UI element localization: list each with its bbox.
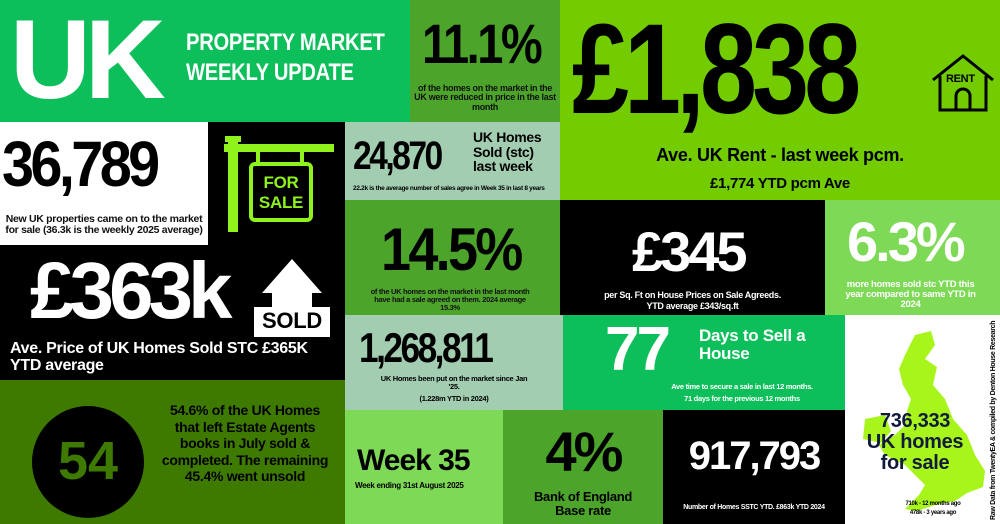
per-sqft-caption-1: per Sq. Ft on House Prices on Sale Agree…	[604, 290, 781, 300]
per-sqft-value: £345	[632, 220, 748, 283]
sold-house-icon	[254, 259, 330, 337]
listed-ytd-caption-2: (1.228m YTD in 2024)	[419, 394, 489, 403]
header-title-1: PROPERTY MARKET	[186, 29, 385, 56]
for-sale-panel: FOR SALE	[208, 122, 345, 245]
week-caption: Week ending 31st August 2025	[355, 481, 464, 490]
sold-stc-value: 24,870	[353, 134, 443, 178]
days-to-sell-caption-2: 71 days for the previous 12 months	[684, 394, 800, 403]
map-label-1: UK homes	[866, 431, 964, 453]
rent-house-icon: RENT	[930, 52, 996, 114]
rent-icon-label: RENT	[946, 73, 975, 85]
avg-price-value: £363k	[30, 246, 232, 335]
more-sold-caption: more homes sold stc YTD this year compar…	[845, 279, 976, 310]
sale-agreed-panel: 14.5% of the UK homes on the market in t…	[345, 200, 560, 315]
header-panel: UK PROPERTY MARKET WEEKLY UPDATE	[0, 0, 410, 122]
more-sold-value: 6.3%	[847, 210, 966, 273]
sold-stc-panel: 24,870 UK Homes Sold (stc) last week 22.…	[345, 122, 560, 200]
days-to-sell-value: 77	[605, 315, 671, 384]
new-listings-panel: 36,789 New UK properties came on to the …	[0, 122, 208, 245]
sale-agreed-value: 14.5%	[381, 216, 523, 283]
days-to-sell-panel: 77 Days to Sell a House Ave time to secu…	[563, 315, 845, 410]
rent-ytd: £1,774 YTD pcm Ave	[710, 175, 850, 192]
days-to-sell-label: Days to Sell a House	[699, 326, 806, 363]
map-label-2: for sale	[880, 452, 950, 474]
listed-ytd-caption-1: UK Homes been put on the market since Ja…	[380, 374, 528, 391]
week-value: Week 35	[357, 444, 471, 477]
sold-stc-caption: 22.2k is the average number of sales agr…	[353, 185, 545, 192]
rent-value: £1,838	[572, 0, 861, 141]
new-listings-value: 36,789	[2, 128, 160, 200]
reduced-value: 11.1%	[422, 12, 543, 75]
source-credit: Raw Data from TwentyEA & compiled by Den…	[990, 320, 997, 520]
listed-ytd-value: 1,268,811	[359, 324, 494, 371]
sstc-ytd-value: 917,793	[688, 434, 822, 478]
map-panel: 736,333 UK homes for sale 710k - 12 mont…	[845, 315, 1000, 524]
reduced-panel: 11.1% of the homes on the market in the …	[410, 0, 560, 122]
rent-panel: £1,838 RENT Ave. UK Rent - last week pcm…	[560, 0, 1000, 200]
sstc-ytd-caption: Number of Homes SSTC YTD. £863k YTD 2024	[683, 504, 825, 511]
rent-caption: Ave. UK Rent - last week pcm.	[656, 145, 904, 165]
days-to-sell-caption-1: Ave time to secure a sale in last 12 mon…	[671, 382, 813, 391]
map-value: 736,333	[879, 410, 951, 432]
base-rate-caption: Bank of England Base rate	[533, 489, 633, 518]
completed-circle-value: 54	[57, 431, 119, 491]
header-title-2: WEEKLY UPDATE	[186, 59, 354, 86]
avg-price-caption: Ave. Price of UK Homes Sold STC £365K YT…	[10, 340, 308, 374]
for-sale-line1: FOR	[263, 173, 299, 192]
uk-map-icon	[863, 331, 985, 511]
map-note-1: 710k - 12 months ago	[905, 501, 961, 507]
for-sale-line2: SALE	[258, 193, 304, 212]
completed-panel: 54 54.6% of the UK Homes that left Estat…	[0, 380, 345, 524]
sale-agreed-caption: of the UK homes on the market in the las…	[370, 287, 530, 312]
base-rate-panel: 4% Bank of England Base rate	[503, 410, 663, 524]
completed-caption: 54.6% of the UK Homes that left Estate A…	[161, 402, 329, 485]
for-sale-sign-icon	[224, 136, 334, 232]
listed-ytd-panel: 1,268,811 UK Homes been put on the marke…	[345, 315, 563, 410]
map-note-2: 478k - 3 years ago	[909, 510, 957, 516]
base-rate-value: 4%	[545, 420, 624, 483]
reduced-caption: of the homes on the market in the UK wer…	[414, 83, 556, 112]
sold-stc-label: UK Homes Sold (stc) last week	[473, 129, 542, 175]
more-sold-panel: 6.3% more homes sold stc YTD this year c…	[825, 200, 1000, 315]
avg-price-panel: £363k SOLD Ave. Price of UK Homes Sold S…	[0, 245, 345, 380]
new-listings-caption: New UK properties came on to the market …	[5, 213, 203, 237]
per-sqft-caption-2: YTD average £343/sq.ft	[646, 301, 739, 311]
sstc-ytd-panel: 917,793 Number of Homes SSTC YTD. £863k …	[663, 410, 845, 524]
completed-circle	[32, 406, 144, 518]
sold-sign-label: SOLD	[262, 308, 322, 333]
week-panel: Week 35 Week ending 31st August 2025	[345, 410, 503, 524]
uk-title: UK	[10, 0, 166, 122]
per-sqft-panel: £345 per Sq. Ft on House Prices on Sale …	[560, 200, 825, 315]
